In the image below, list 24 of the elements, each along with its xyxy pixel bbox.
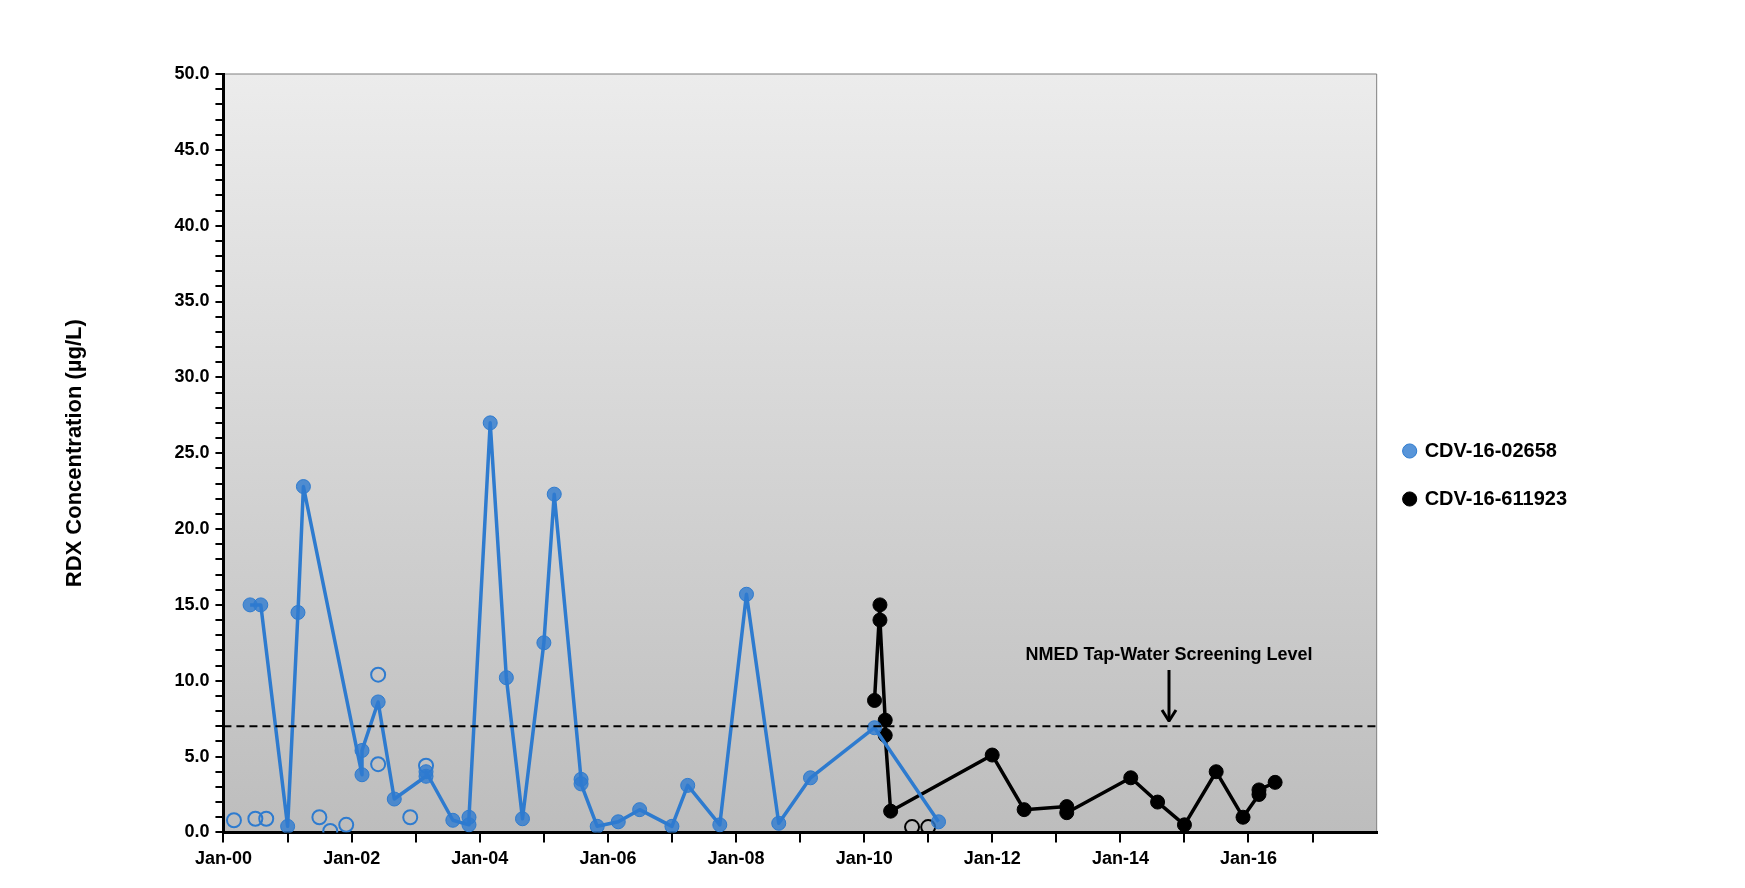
y-tick-label: 40.0 xyxy=(174,214,210,235)
ref-line-label: NMED Tap-Water Screening Level xyxy=(1025,644,1313,665)
x-tick-label: Jan-08 xyxy=(707,848,765,869)
y-tick-label: 35.0 xyxy=(174,290,210,311)
x-tick-label: Jan-06 xyxy=(579,848,637,869)
y-axis-title: RDX Concentration (µg/L) xyxy=(61,319,87,588)
x-tick-label: Jan-10 xyxy=(835,848,893,869)
x-tick-label: Jan-04 xyxy=(451,848,509,869)
y-tick-label: 5.0 xyxy=(184,745,210,766)
y-tick-label: 45.0 xyxy=(174,138,210,159)
x-tick-label: Jan-12 xyxy=(963,848,1021,869)
legend-label: CDV-16-02658 xyxy=(1424,438,1557,461)
y-tick-label: 50.0 xyxy=(174,62,210,83)
y-tick-label: 10.0 xyxy=(174,669,210,690)
y-tick-label: 0.0 xyxy=(184,821,210,842)
x-tick-label: Jan-14 xyxy=(1091,848,1149,869)
y-tick-label: 20.0 xyxy=(174,518,210,539)
x-tick-label: Jan-02 xyxy=(323,848,381,869)
y-tick-label: 15.0 xyxy=(174,593,210,614)
x-tick-label: Jan-00 xyxy=(194,848,252,869)
x-tick-label: Jan-16 xyxy=(1219,848,1277,869)
legend-label: CDV-16-611923 xyxy=(1424,486,1567,509)
y-tick-label: 25.0 xyxy=(174,442,210,463)
y-tick-label: 30.0 xyxy=(174,366,210,387)
